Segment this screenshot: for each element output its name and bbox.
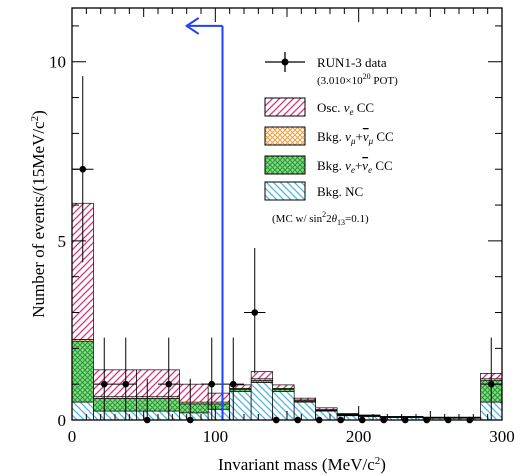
legend-data-label: RUN1-3 data (317, 55, 387, 70)
bar-series-3-bin-10 (336, 413, 360, 415)
y-tick-label-10: 10 (49, 53, 66, 72)
y-tick-label-0: 0 (58, 411, 67, 430)
stacked-histogram (71, 202, 503, 421)
x-axis-label: Invariant mass (MeV/c2) (218, 455, 386, 474)
bar-series-3-bin-3 (179, 383, 209, 403)
legend-pot-label: (3.010×1020 POT) (317, 72, 398, 87)
legend-swatch-nc (264, 181, 306, 201)
legend-swatch-osc-nue (264, 97, 306, 117)
data-point-19 (487, 380, 495, 388)
bar-series-1-bin-0 (71, 340, 94, 403)
y-axis-label: Number of events/(15MeV/c2) (29, 110, 48, 318)
axis-ticks: 0 100 200 300 0 5 10 (49, 8, 515, 446)
bar-series-1-bin-1 (93, 398, 137, 412)
bar-series-3-bin-4 (207, 392, 231, 403)
bar-series-0-bin-6 (250, 382, 274, 421)
legend-data-marker (265, 52, 305, 72)
bar-series-3-bin-5 (229, 384, 252, 389)
legend-label-osc-nue: Osc. νe CC (317, 100, 374, 117)
legend: RUN1-3 data (3.010×1020 POT) Osc. νe CC … (264, 52, 398, 227)
bar-series-0-bin-7 (272, 390, 295, 421)
bar-series-0-bin-3 (179, 412, 209, 421)
x-tick-label-300: 300 (489, 427, 515, 446)
data-point-0 (79, 165, 87, 173)
legend-label-numu: Bkg. νμ+νμ CC (317, 129, 394, 146)
data-point-7 (229, 380, 237, 388)
data-point-1 (100, 380, 108, 388)
bar-series-1-bin-3 (179, 403, 209, 414)
bar-series-3-bin-7 (272, 384, 295, 389)
data-point-6 (208, 380, 216, 388)
bar-series-3-bin-6 (250, 371, 274, 380)
selection-cut (184, 17, 224, 420)
legend-label-nue-bkg: Bkg. νe+νe CC (317, 158, 393, 175)
legend-swatch-nue-bkg (264, 155, 306, 175)
legend-swatch-numu (264, 126, 306, 146)
bar-series-3-bin-1 (93, 369, 137, 398)
x-tick-label-200: 200 (346, 427, 372, 446)
bar-series-0-bin-0 (71, 401, 94, 421)
legend-label-nc: Bkg. NC (317, 184, 363, 199)
data-point-4 (165, 380, 173, 388)
data-point-8 (251, 309, 259, 316)
bar-series-1-bin-2 (136, 398, 180, 412)
data-point-2 (122, 380, 130, 388)
y-tick-label-5: 5 (58, 232, 67, 251)
bar-series-3-bin-8 (293, 397, 317, 401)
cut-arrow-head (184, 17, 200, 35)
bar-series-3-bin-9 (315, 407, 338, 410)
x-tick-label-0: 0 (68, 427, 77, 446)
x-tick-label-100: 100 (203, 427, 229, 446)
legend-note: (MC w/ sin22θ13=0.1) (272, 210, 369, 227)
bar-series-3-bin-11 (358, 414, 381, 417)
bar-series-3-bin-2 (136, 369, 180, 398)
